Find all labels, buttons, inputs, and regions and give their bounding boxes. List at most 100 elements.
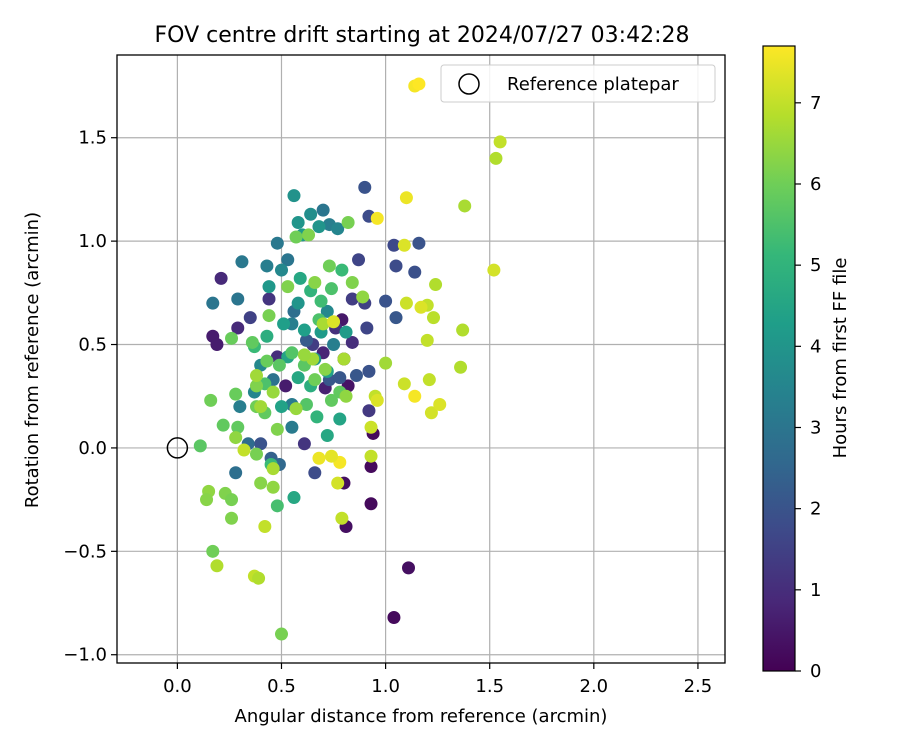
colorbar-tick-label: 5	[810, 255, 821, 276]
y-tick-label: 1.5	[78, 128, 107, 149]
data-point	[250, 379, 264, 393]
data-point	[287, 491, 301, 505]
data-point	[291, 371, 305, 385]
x-tick-label: 1.0	[371, 676, 400, 697]
data-point	[389, 311, 403, 325]
data-point	[362, 404, 376, 418]
data-point	[260, 329, 274, 343]
data-point	[349, 369, 363, 383]
data-point	[408, 389, 422, 403]
data-point	[312, 220, 326, 234]
data-point	[320, 429, 334, 443]
data-point	[339, 325, 353, 339]
data-point	[422, 373, 436, 387]
data-point	[358, 180, 372, 194]
data-point	[274, 400, 288, 414]
data-point	[302, 228, 316, 242]
y-axis-label: Rotation from reference (arcmin)	[22, 212, 43, 508]
x-tick-label: 2.5	[684, 676, 713, 697]
data-point	[345, 335, 359, 349]
data-points	[193, 77, 507, 641]
data-point	[433, 397, 447, 411]
data-point	[225, 493, 239, 507]
data-point	[274, 263, 288, 277]
data-point	[341, 216, 355, 230]
data-point	[316, 317, 330, 331]
data-point	[304, 207, 318, 221]
data-point	[254, 400, 268, 414]
colorbar-tick-label: 2	[810, 499, 821, 520]
data-point	[297, 348, 311, 362]
data-point	[291, 296, 305, 310]
data-point	[318, 362, 332, 376]
x-axis-label: Angular distance from reference (arcmin)	[235, 706, 608, 727]
colorbar-label: Hours from first FF file	[830, 258, 851, 459]
chart-title: FOV centre drift starting at 2024/07/27 …	[155, 23, 690, 48]
data-point	[210, 559, 224, 573]
colorbar-tick-label: 6	[810, 174, 821, 195]
data-point	[250, 447, 264, 461]
data-point	[458, 199, 472, 213]
data-point	[412, 77, 426, 91]
data-point	[293, 271, 307, 285]
data-point	[285, 346, 299, 360]
data-point	[337, 352, 351, 366]
data-point	[260, 354, 274, 368]
y-tick-label: −1.0	[63, 645, 107, 666]
colorbar-tick-label: 7	[810, 93, 821, 114]
data-point	[364, 449, 378, 463]
data-point	[200, 493, 214, 507]
data-point	[487, 263, 501, 277]
data-point	[322, 259, 336, 273]
legend[interactable]: Reference platepar	[440, 64, 716, 103]
data-point	[387, 238, 401, 252]
data-point	[214, 271, 228, 285]
data-point	[408, 265, 422, 279]
data-point	[412, 236, 426, 250]
data-point	[308, 466, 322, 480]
data-point	[270, 499, 284, 513]
colorbar	[762, 45, 796, 672]
colorbar-tick-label: 1	[810, 580, 821, 601]
colorbar-tick-label: 3	[810, 417, 821, 438]
data-point	[370, 393, 384, 407]
data-point	[299, 333, 313, 347]
data-point	[262, 280, 276, 294]
y-tick-label: 1.0	[78, 231, 107, 252]
data-point	[429, 278, 443, 292]
data-point	[270, 236, 284, 250]
data-point	[308, 275, 322, 289]
data-point	[352, 253, 366, 267]
y-axis-ticks: −1.0 −0.5 0.0 0.5 1.0 1.5	[63, 128, 117, 666]
data-point	[333, 412, 347, 426]
grid-lines	[117, 55, 725, 663]
data-point	[370, 211, 384, 225]
colorbar-ticks: 0 1 2 3 4 5 6 7	[795, 93, 821, 682]
data-point	[360, 321, 374, 335]
data-point	[281, 253, 295, 267]
data-point	[193, 439, 207, 453]
data-point	[270, 422, 284, 436]
data-point	[245, 335, 259, 349]
x-tick-label: 0.5	[267, 676, 296, 697]
data-point	[489, 151, 503, 165]
data-point	[379, 356, 393, 370]
data-point	[420, 333, 434, 347]
data-point	[231, 321, 245, 335]
data-point	[272, 358, 286, 372]
data-point	[312, 451, 326, 465]
data-point	[229, 387, 243, 401]
x-axis-ticks: 0.0 0.5 1.0 1.5 2.0 2.5	[163, 663, 712, 697]
data-point	[216, 418, 230, 432]
data-point	[285, 420, 299, 434]
reference-point	[166, 437, 189, 459]
data-point	[364, 497, 378, 511]
data-point	[364, 420, 378, 434]
data-point	[233, 400, 247, 414]
x-tick-label: 1.5	[475, 676, 504, 697]
data-point	[327, 315, 341, 329]
data-point	[310, 410, 324, 424]
data-point	[333, 371, 347, 385]
data-point	[287, 189, 301, 203]
